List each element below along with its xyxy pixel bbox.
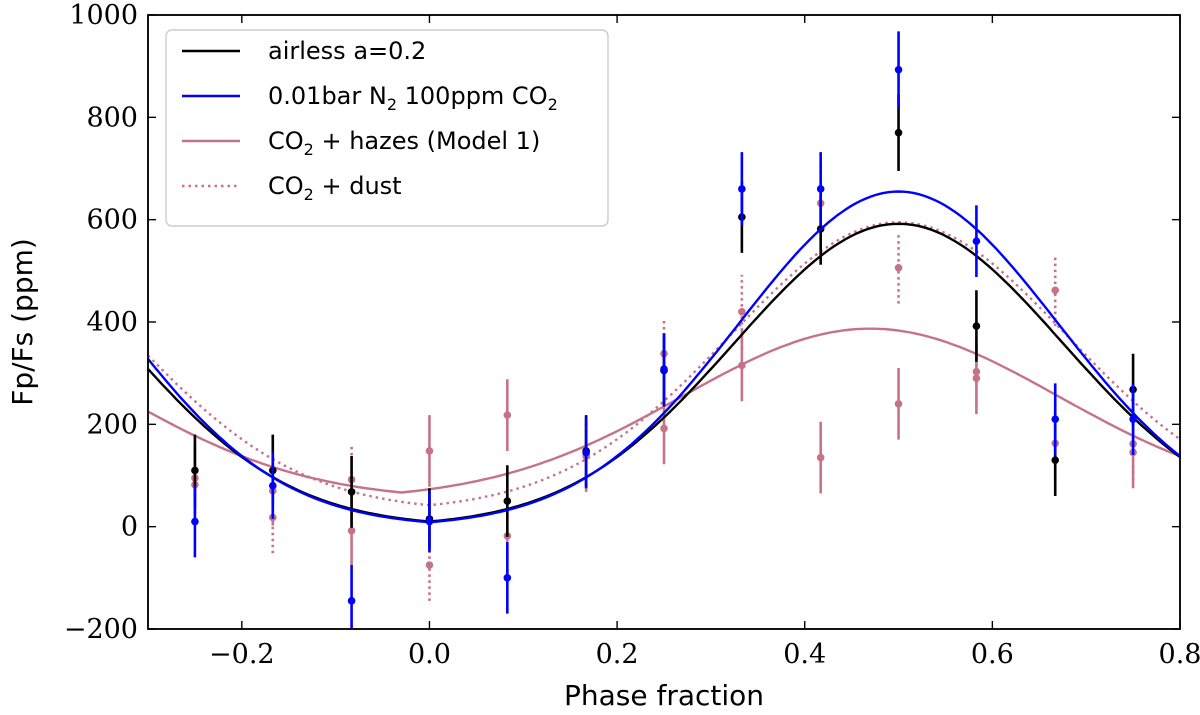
data-point	[660, 424, 668, 433]
data-point	[972, 374, 981, 383]
legend-box	[165, 29, 609, 227]
x-tick-label: 0.4	[783, 639, 826, 670]
y-tick-label: 0	[121, 512, 138, 543]
legend-label: airless a=0.2	[268, 37, 426, 65]
model-curve-3	[148, 220, 1180, 507]
data-point	[503, 411, 512, 419]
x-axis-label: Phase fraction	[564, 679, 764, 712]
y-tick-label: 600	[86, 205, 138, 236]
model-curve-1	[148, 190, 1180, 524]
x-tick-label: 0.8	[1159, 639, 1200, 670]
data-point	[660, 365, 668, 373]
x-tick-label: 0.2	[596, 639, 639, 670]
data-point	[347, 488, 356, 496]
y-tick-label: 1000	[69, 0, 138, 31]
data-point	[894, 65, 903, 74]
data-point	[972, 237, 981, 245]
data-point	[972, 322, 981, 330]
data-point	[894, 400, 903, 408]
data-point	[191, 466, 199, 475]
data-point	[894, 128, 903, 137]
legend: airless a=0.2 0.01bar N2 100ppm CO2 CO2 + …	[165, 29, 609, 227]
y-tick-label: 200	[86, 409, 138, 440]
y-axis-label: Fp/Fs (ppm)	[6, 238, 39, 406]
data-point	[503, 497, 512, 505]
data-point	[425, 517, 434, 526]
data-point	[738, 307, 746, 316]
data-point	[738, 185, 746, 193]
data-point	[347, 526, 356, 535]
data-point	[816, 453, 825, 462]
data-point	[1051, 456, 1060, 464]
axis-ticks: −0.2 0.0 0.2 0.4 0.6 0.8 −200 0 200 400 600 800 1000	[64, 0, 1200, 670]
y-tick-label: 400	[86, 307, 138, 338]
data-point	[268, 481, 277, 490]
y-tick-label: −200	[64, 614, 138, 645]
data-point	[503, 574, 512, 582]
data-point	[894, 263, 903, 272]
data-point	[191, 517, 199, 526]
data-point	[816, 185, 825, 193]
series-1	[148, 31, 1180, 629]
y-tick-label: 800	[86, 102, 138, 133]
legend-label: 0.01bar N2 100ppm CO2	[268, 82, 558, 114]
x-tick-label: −0.2	[209, 639, 275, 670]
data-point	[425, 561, 434, 569]
data-point	[1129, 415, 1137, 424]
data-point	[738, 361, 746, 370]
x-tick-label: 0.0	[408, 639, 451, 670]
data-point	[972, 367, 981, 376]
plot-content	[148, 31, 1180, 629]
data-point	[1051, 415, 1060, 424]
data-point	[347, 597, 356, 605]
x-tick-label: 0.6	[971, 639, 1014, 670]
legend-label: CO2 + hazes (Model 1)	[268, 127, 540, 159]
data-point	[1051, 286, 1060, 295]
plot-area-border	[147, 14, 1181, 630]
legend-label: CO2 + dust	[268, 172, 402, 204]
data-point	[425, 447, 434, 455]
data-point	[582, 448, 590, 457]
